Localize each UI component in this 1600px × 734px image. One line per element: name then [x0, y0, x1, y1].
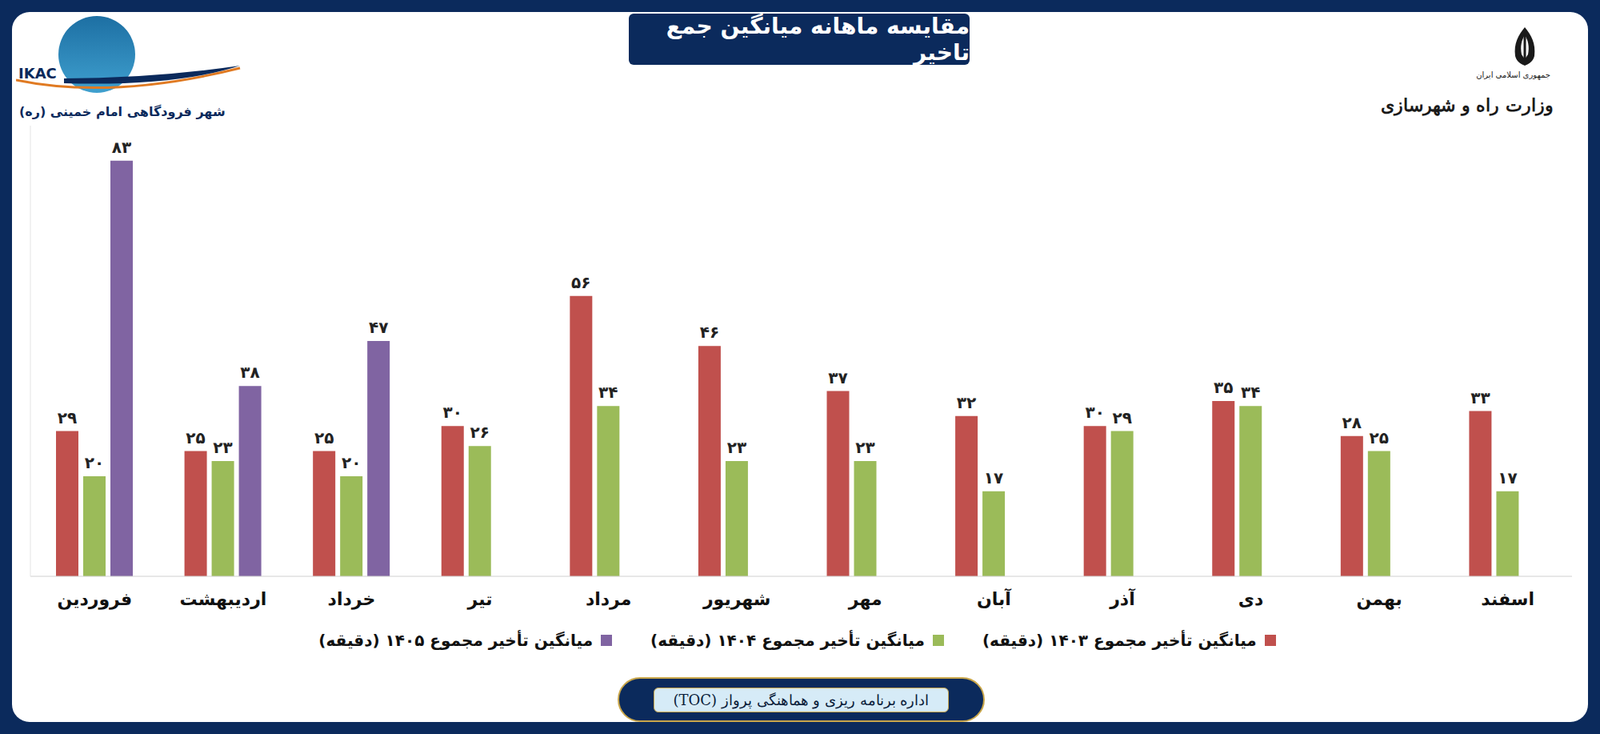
- svg-text:۳۴: ۳۴: [598, 382, 618, 402]
- svg-text:۵۶: ۵۶: [571, 272, 591, 292]
- svg-text:فروردین: فروردین: [56, 588, 132, 610]
- html-text:مقایسه ماهانه میانگین جمع تاخی: مقایسه ماهانه میانگین جمع تاخیر: [666, 12, 970, 66]
- svg-text:مهر: مهر: [848, 588, 883, 610]
- svg-text:۴۶: ۴۶: [700, 322, 720, 342]
- svg-text:۳۰: ۳۰: [443, 402, 463, 422]
- svg-text:شهریور: شهریور: [702, 588, 772, 610]
- svg-text:۲۹: ۲۹: [57, 408, 77, 428]
- svg-text:۲۰: ۲۰: [84, 452, 104, 472]
- svg-text:آذر: آذر: [1108, 587, 1136, 609]
- html-text:شهر فرودگاهی امام خمینی (ره): شهر فرودگاهی امام خمینی (ره): [19, 104, 226, 120]
- svg-text:خرداد: خرداد: [328, 588, 376, 610]
- svg-text:۳۸: ۳۸: [240, 362, 260, 382]
- svg-text:۲۵: ۲۵: [314, 428, 334, 448]
- svg-text:آبان: آبان: [976, 587, 1012, 609]
- html-text:میانگین تأخیر مجموع ۱۴۰۵ (دقیق: میانگین تأخیر مجموع ۱۴۰۵ (دقیقه): [318, 630, 593, 650]
- svg-text:۲۳: ۲۳: [855, 437, 875, 457]
- html-text:میانگین تأخیر مجموع ۱۴۰۴ (دقیق: میانگین تأخیر مجموع ۱۴۰۴ (دقیقه): [650, 630, 925, 650]
- svg-text:۳۵: ۳۵: [1213, 377, 1233, 397]
- svg-text:IKAC: IKAC: [18, 64, 57, 82]
- svg-text:دی: دی: [1238, 588, 1264, 609]
- svg-text:۱۷: ۱۷: [984, 468, 1004, 488]
- svg-text:۱۷: ۱۷: [1497, 468, 1517, 488]
- svg-text:بهمن: بهمن: [1356, 588, 1402, 610]
- html-text:وزارت راه و شهرسازی: وزارت راه و شهرسازی: [1380, 94, 1554, 116]
- html-text:اداره برنامه ریزی و هماهنگی پر: اداره برنامه ریزی و هماهنگی پرواز (TOC): [673, 690, 930, 708]
- html-text:جمهوری اسلامی ایران: جمهوری اسلامی ایران: [1476, 70, 1551, 80]
- svg-text:۲۵: ۲۵: [1369, 428, 1389, 448]
- svg-text:۸۳: ۸۳: [112, 137, 132, 157]
- svg-text:۲۶: ۲۶: [470, 422, 490, 442]
- svg-text:۲۳: ۲۳: [212, 437, 232, 457]
- svg-text:۳۰: ۳۰: [1084, 402, 1104, 422]
- svg-text:۳۳: ۳۳: [1470, 388, 1490, 408]
- svg-text:۳۲: ۳۲: [956, 392, 976, 412]
- svg-text:۲۵: ۲۵: [185, 428, 205, 448]
- svg-text:۲۹: ۲۹: [1112, 408, 1132, 428]
- svg-text:۳۴: ۳۴: [1240, 382, 1260, 402]
- svg-text:اسفند: اسفند: [1480, 588, 1535, 609]
- svg-text:۳۷: ۳۷: [828, 368, 848, 388]
- svg-text:۴۷: ۴۷: [368, 317, 388, 337]
- svg-text:۲۰: ۲۰: [341, 452, 361, 472]
- html-text:میانگین تأخیر مجموع ۱۴۰۳ (دقیق: میانگین تأخیر مجموع ۱۴۰۳ (دقیقه): [982, 630, 1257, 650]
- svg-text:۲۳: ۲۳: [727, 437, 747, 457]
- svg-text:تیر: تیر: [467, 588, 493, 610]
- svg-text:اردیبهشت: اردیبهشت: [179, 588, 267, 610]
- svg-text:مرداد: مرداد: [585, 588, 632, 610]
- svg-text:۲۸: ۲۸: [1342, 412, 1362, 432]
